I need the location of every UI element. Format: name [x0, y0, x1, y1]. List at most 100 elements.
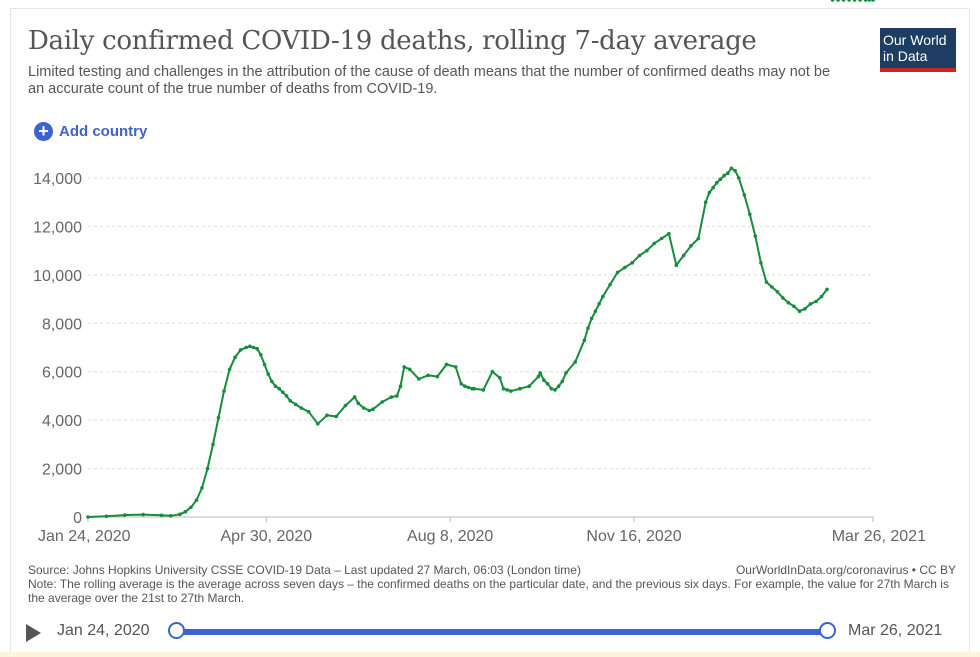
footer: Source: Johns Hopkins University CSSE CO… — [28, 563, 958, 605]
data-point — [729, 166, 734, 171]
y-tick-label: 0 — [73, 510, 82, 527]
data-point — [847, 0, 851, 2]
data-point — [325, 413, 329, 418]
data-point — [722, 173, 726, 178]
data-point — [593, 309, 598, 314]
series-layer: World — [86, 0, 914, 519]
data-point — [248, 344, 252, 349]
data-point — [659, 236, 664, 241]
data-point — [637, 253, 642, 258]
data-point — [509, 389, 513, 393]
data-point — [281, 390, 285, 395]
y-tick-label: 2,000 — [42, 462, 82, 479]
data-point — [863, 0, 868, 2]
data-point — [601, 294, 605, 299]
data-point — [871, 0, 875, 2]
data-point — [615, 270, 620, 275]
timeline-start-handle[interactable] — [168, 622, 185, 639]
data-point — [542, 378, 546, 383]
data-point — [472, 386, 476, 391]
data-point — [549, 386, 554, 391]
grid-lines — [88, 177, 873, 470]
data-point — [389, 395, 394, 399]
data-point — [770, 285, 774, 289]
owid-logo[interactable]: Our World in Data — [880, 28, 956, 72]
y-tick-label: 6,000 — [42, 365, 82, 382]
data-point — [711, 185, 715, 190]
data-point — [726, 171, 730, 175]
timeline-end-handle[interactable] — [819, 622, 836, 639]
data-point — [586, 326, 590, 330]
data-point — [266, 372, 271, 376]
x-tick-label: Jan 24, 2020 — [38, 528, 131, 545]
y-tick-label: 4,000 — [42, 413, 82, 430]
data-point — [841, 0, 846, 2]
data-point — [299, 406, 304, 410]
data-point — [536, 374, 541, 379]
plus-icon: + — [34, 122, 53, 141]
data-point — [277, 386, 282, 391]
data-point — [560, 379, 565, 384]
data-point — [168, 514, 173, 518]
play-icon[interactable] — [26, 624, 41, 642]
data-point — [244, 345, 248, 350]
data-point — [178, 512, 182, 517]
x-tick-label: Apr 30, 2020 — [221, 528, 313, 545]
y-tick-label: 8,000 — [42, 316, 82, 333]
data-point — [498, 376, 502, 380]
data-point — [623, 265, 627, 270]
data-point — [200, 486, 204, 490]
data-point — [764, 280, 769, 284]
data-point — [216, 415, 221, 420]
note-text: Note: The rolling average is the average… — [28, 577, 949, 605]
data-point — [792, 304, 796, 309]
data-point — [630, 261, 634, 265]
data-point — [808, 302, 813, 306]
data-point — [564, 371, 568, 375]
data-point — [742, 193, 747, 197]
data-point — [481, 388, 486, 392]
data-point — [362, 406, 366, 410]
data-point — [797, 309, 802, 314]
data-point — [556, 384, 561, 389]
data-point — [435, 374, 440, 379]
series-end-label: World — [878, 0, 914, 3]
data-point — [255, 346, 259, 351]
data-point — [703, 200, 708, 204]
data-point — [867, 0, 872, 2]
credit-link[interactable]: OurWorldInData.org/coronavirus • CC BY — [735, 563, 956, 577]
data-point — [233, 355, 237, 360]
data-point — [597, 302, 601, 306]
data-point — [814, 299, 818, 304]
chart-title: Daily confirmed COVID-19 deaths, rolling… — [28, 26, 757, 56]
y-tick-label: 14,000 — [33, 171, 82, 188]
data-point — [466, 385, 471, 390]
y-tick-label: 12,000 — [33, 219, 82, 236]
data-point — [689, 244, 693, 248]
data-point — [262, 362, 267, 367]
add-country-button[interactable]: + Add country — [34, 122, 147, 141]
data-point — [553, 388, 557, 392]
data-point — [573, 360, 577, 364]
data-point — [737, 176, 741, 180]
data-point — [775, 290, 780, 294]
data-point — [222, 389, 226, 393]
data-point — [645, 248, 649, 253]
data-point — [490, 369, 495, 374]
data-point — [759, 261, 763, 265]
data-point — [189, 505, 193, 510]
x-tick-label: Mar 26, 2021 — [832, 528, 926, 545]
data-point — [463, 384, 467, 389]
data-point — [582, 338, 587, 343]
data-point — [753, 234, 758, 238]
x-axis: Jan 24, 2020 Apr 30, 2020 Aug 8, 2020 Nov 1… — [38, 516, 926, 545]
data-point — [194, 498, 199, 502]
data-point — [183, 509, 188, 514]
y-axis: 0 2,000 4,000 6,000 8,000 10,000 12,000 14,000 — [33, 171, 82, 527]
data-point — [707, 190, 712, 195]
logo-line-2: in Data — [883, 48, 928, 64]
data-point — [104, 514, 109, 519]
data-point — [159, 513, 164, 518]
timeline-track[interactable] — [176, 629, 828, 635]
